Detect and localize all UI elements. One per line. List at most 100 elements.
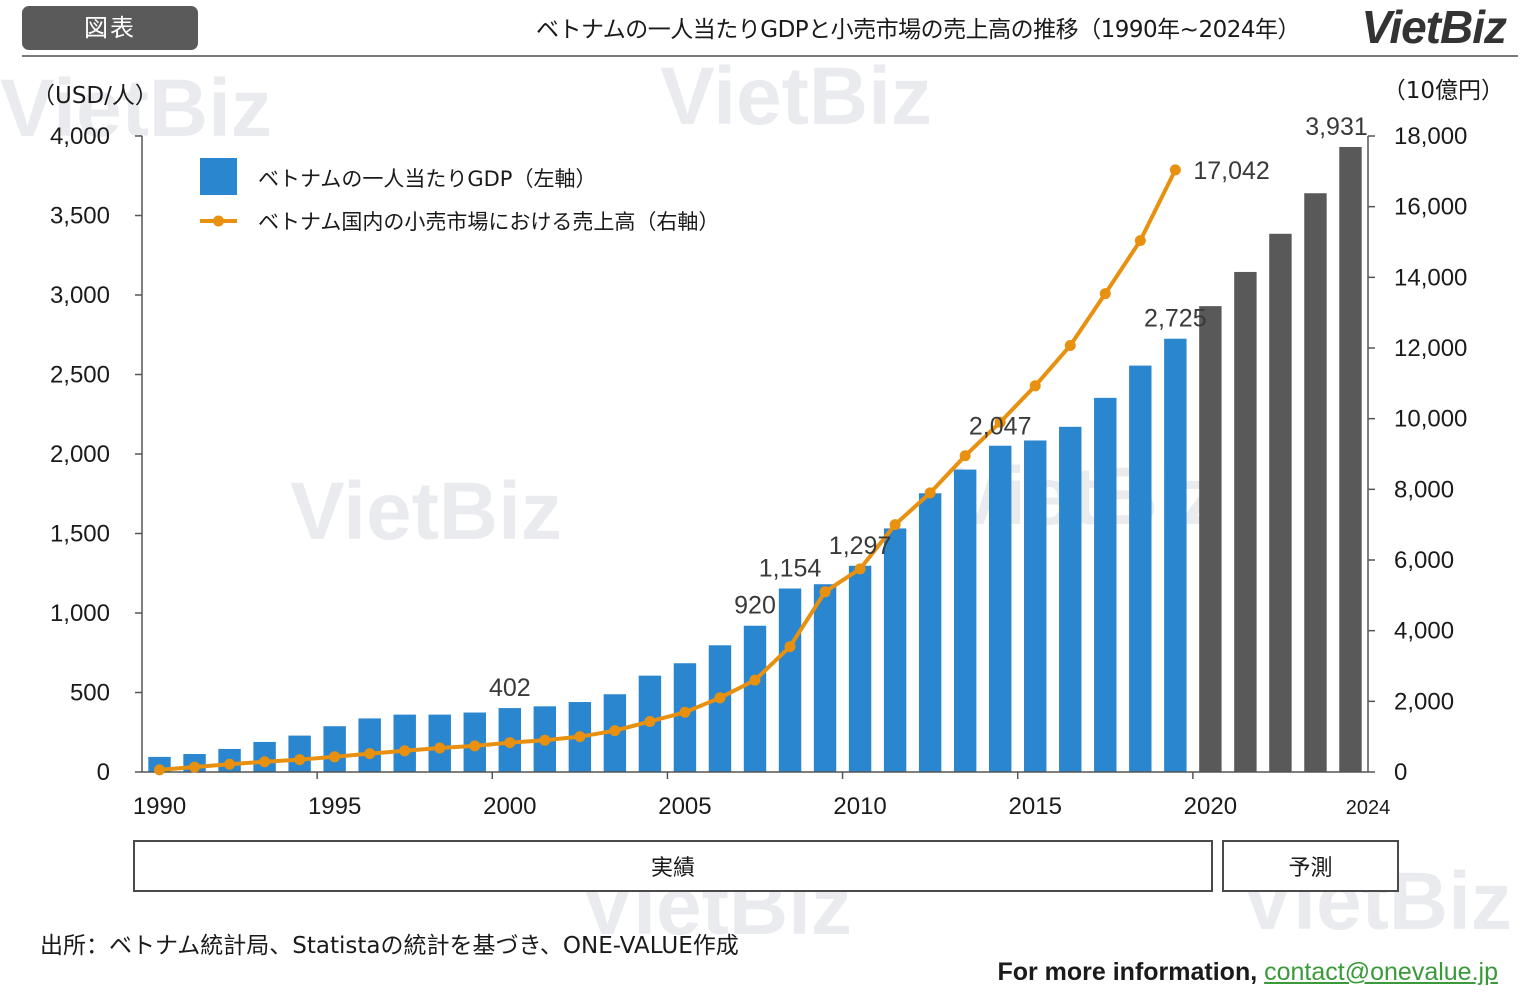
right-tick-label: 18,000 (1394, 123, 1467, 150)
forecast-bar (1269, 233, 1292, 772)
right-tick-label: 8,000 (1394, 476, 1454, 503)
retail-sales-point (539, 734, 551, 746)
retail-sales-point (784, 641, 796, 653)
x-tick-label: 2020 (1184, 793, 1237, 820)
left-tick-label: 4,000 (50, 123, 110, 150)
retail-sales-point (189, 761, 201, 773)
x-tick-label: 2024 (1346, 797, 1391, 819)
bar-data-label: 920 (734, 592, 776, 620)
gdp-bar (393, 714, 416, 772)
left-tick-label: 2,500 (50, 362, 110, 389)
watermark: VietBiz (290, 466, 562, 557)
left-tick-label: 0 (97, 759, 110, 786)
left-tick-label: 3,500 (50, 203, 110, 230)
retail-sales-point (259, 756, 271, 768)
bar-data-label: 402 (489, 674, 531, 702)
watermark: VietBiz (660, 51, 932, 142)
left-tick-label: 1,000 (50, 600, 110, 627)
right-tick-label: 16,000 (1394, 194, 1467, 221)
left-axis-unit: （USD/人） (32, 83, 158, 109)
legend-line-marker (213, 215, 224, 227)
actual-period-box (133, 840, 1213, 892)
left-tick-label: 500 (70, 680, 110, 707)
forecast-period-box (1222, 840, 1399, 892)
left-tick-label: 1,500 (50, 521, 110, 548)
retail-sales-point (714, 692, 726, 704)
right-tick-label: 0 (1394, 759, 1407, 786)
contact-email-link[interactable]: contact@onevalue.jp (1264, 958, 1498, 986)
retail-sales-point (224, 758, 236, 770)
retail-sales-point (329, 751, 341, 763)
right-axis-unit: （10億円） (1383, 78, 1504, 104)
x-tick-label: 2010 (833, 793, 886, 820)
bar-data-label: 1,297 (829, 532, 892, 560)
legend-line-label: ベトナム国内の小売市場における売上高（右軸） (258, 210, 719, 234)
info-label: For more information, (997, 958, 1258, 986)
x-tick-label: 2005 (658, 793, 711, 820)
legend-bar-swatch (200, 158, 237, 195)
gdp-bar (988, 445, 1012, 772)
forecast-bar (1199, 306, 1222, 772)
retail-sales-point (644, 715, 656, 727)
bar-data-label: 2,725 (1144, 305, 1207, 333)
forecast-period-label: 予測 (1288, 856, 1332, 881)
retail-sales-point (434, 742, 446, 754)
gdp-bar (883, 528, 907, 772)
gdp-bar (848, 565, 872, 772)
right-tick-label: 2,000 (1394, 688, 1454, 715)
title-divider (22, 55, 1518, 57)
retail-sales-point (819, 586, 831, 598)
gdp-bar (708, 645, 732, 772)
retail-sales-point (1169, 164, 1181, 176)
gdp-bar (953, 469, 977, 772)
x-tick-label: 2015 (1009, 793, 1062, 820)
gdp-bar (323, 726, 346, 772)
right-tick-label: 6,000 (1394, 547, 1454, 574)
right-tick-label: 14,000 (1394, 264, 1467, 291)
vietbiz-logo: VietBiz (1361, 1, 1507, 53)
retail-sales-line (159, 168, 1178, 772)
figure-badge: 図表 (22, 6, 198, 50)
line-data-label: 17,042 (1193, 157, 1269, 185)
legend-bar-label: ベトナムの一人当たりGDP（左軸） (258, 167, 596, 191)
actual-period-label: 実績 (651, 856, 695, 881)
right-tick-label: 4,000 (1394, 618, 1454, 645)
bar-data-label: 3,931 (1305, 113, 1368, 141)
retail-sales-point (504, 737, 516, 749)
retail-sales-point (994, 416, 1006, 428)
gdp-bar (1164, 338, 1187, 772)
retail-sales-point (1099, 288, 1111, 300)
source-note: 出所：ベトナム統計局、Statistaの統計を基づき、ONE-VALUE作成 (40, 933, 739, 959)
bar-data-label: 1,154 (759, 555, 822, 583)
x-tick-label: 2000 (483, 793, 536, 820)
gdp-bar (918, 493, 942, 772)
chart-title: ベトナムの一人当たりGDPと小売市場の売上高の推移（1990年~2024年） (535, 17, 1301, 43)
retail-sales-point (1134, 235, 1146, 247)
retail-sales-point (749, 674, 761, 686)
retail-sales-point (364, 748, 376, 760)
retail-sales-point (154, 764, 166, 776)
gdp-bar (1094, 397, 1117, 772)
retail-sales-point (574, 731, 586, 743)
right-tick-label: 12,000 (1394, 335, 1467, 362)
retail-sales-point (889, 519, 901, 531)
retail-sales-point (294, 754, 306, 766)
gdp-bar (778, 588, 802, 772)
retail-sales-point (469, 740, 481, 752)
gdp-bar (1129, 365, 1152, 772)
gdp-bar (1024, 440, 1047, 772)
gdp-bar (813, 584, 837, 772)
forecast-bar (1304, 193, 1327, 773)
retail-sales-point (609, 725, 621, 737)
gdp-bar (1059, 426, 1082, 772)
forecast-bar (1339, 146, 1362, 772)
gdp-bar (358, 718, 381, 772)
left-tick-label: 2,000 (50, 441, 110, 468)
bar-data-label: 2,047 (969, 413, 1032, 441)
retail-sales-point (399, 745, 411, 757)
retail-sales-point (959, 450, 971, 462)
retail-sales-point (854, 563, 866, 575)
x-tick-label: 1990 (133, 793, 186, 820)
retail-sales-point (1029, 380, 1041, 392)
